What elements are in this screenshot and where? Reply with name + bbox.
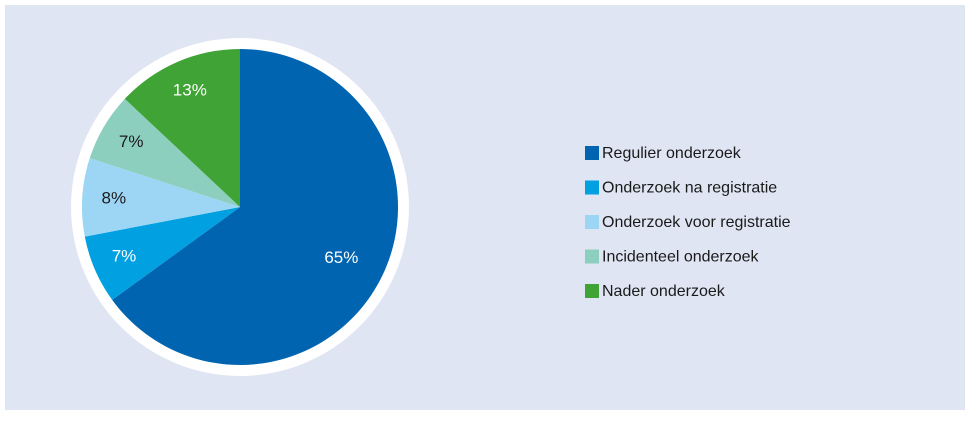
legend-swatch — [585, 180, 599, 195]
pie-slice — [124, 48, 240, 207]
data-label: 7% — [119, 132, 144, 151]
legend-swatch — [585, 284, 599, 298]
pie-slice — [84, 207, 240, 300]
data-label: 13% — [173, 80, 207, 99]
legend-label: Onderzoek na registratie — [602, 180, 777, 197]
pie-slice — [89, 98, 241, 207]
data-label: 8% — [102, 189, 127, 208]
legend-swatch — [585, 215, 599, 229]
legend-label: Nader onderzoek — [602, 283, 726, 300]
legend-swatch — [585, 249, 599, 264]
legend-label: Regulier onderzoek — [602, 145, 742, 162]
pie-slice — [112, 49, 398, 365]
legend-label: Incidenteel onderzoek — [602, 249, 760, 266]
legend-label: Onderzoek voor registratie — [602, 214, 791, 231]
pie-slice — [81, 158, 240, 237]
data-label: 7% — [112, 247, 137, 266]
data-label: 65% — [324, 248, 358, 267]
legend-swatch — [585, 146, 599, 160]
